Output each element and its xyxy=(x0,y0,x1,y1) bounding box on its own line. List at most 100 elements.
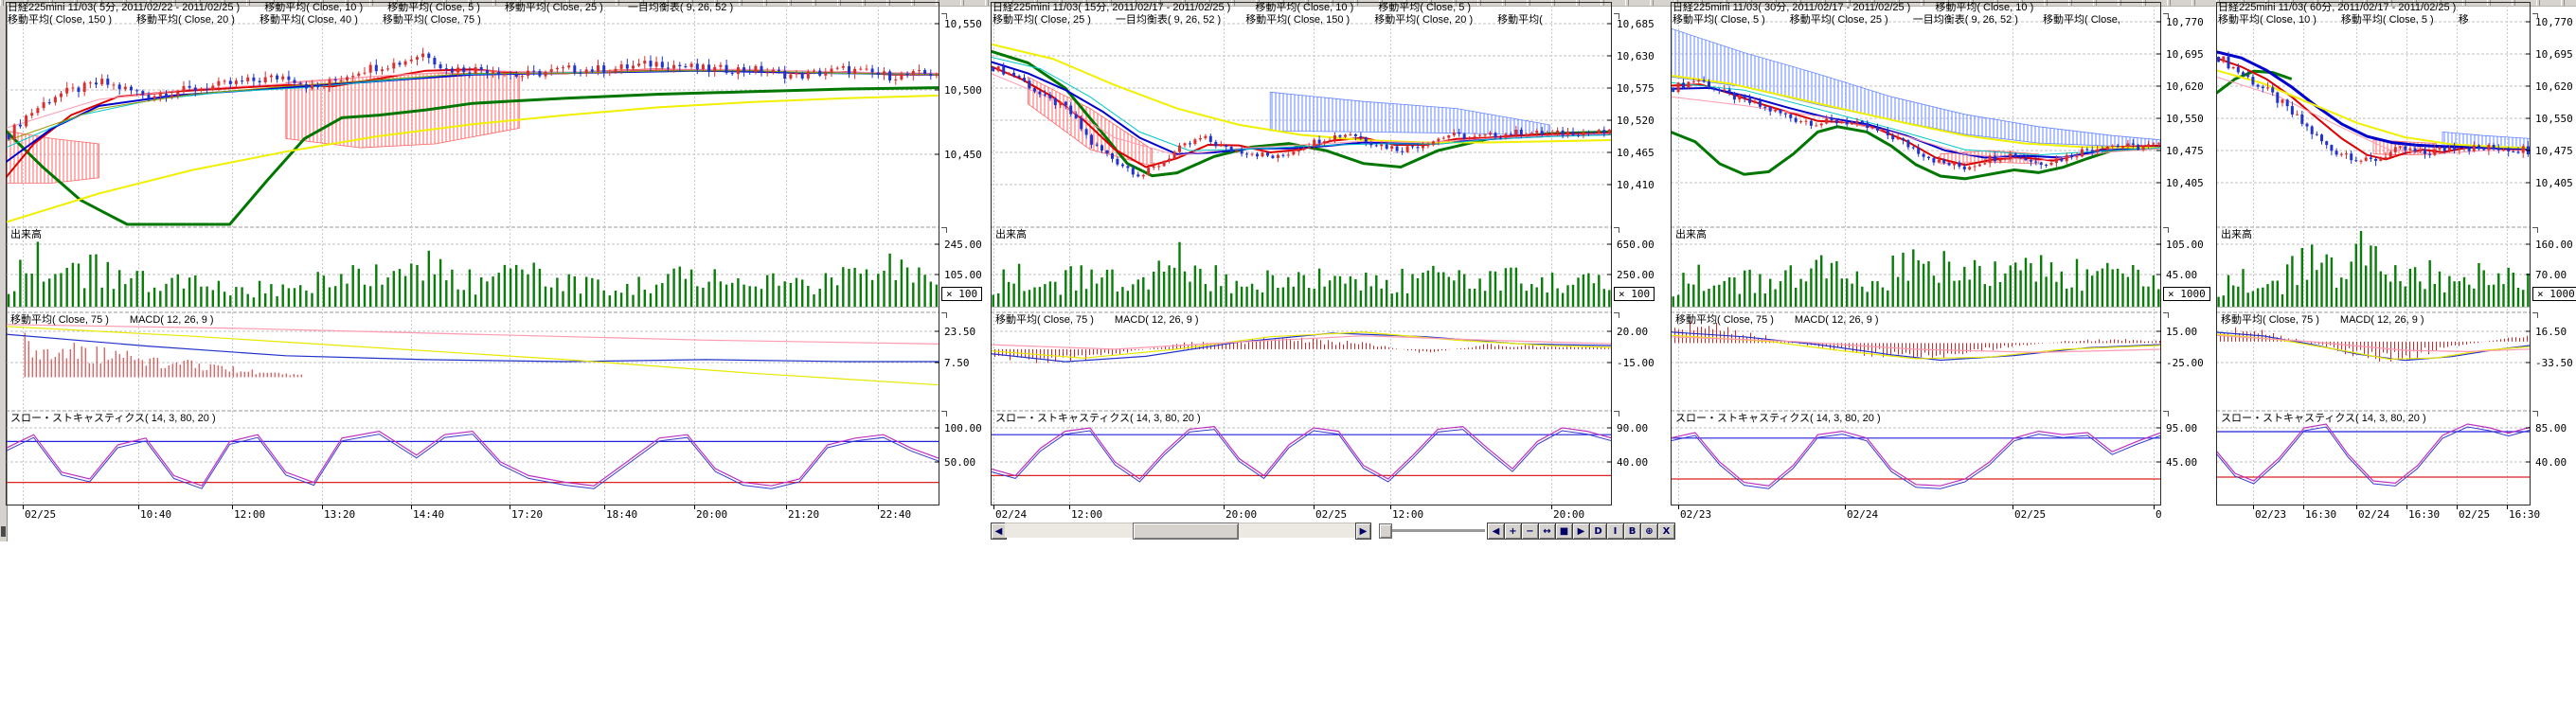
zoom-slider-track[interactable] xyxy=(1381,529,1485,532)
y-axis-label: -15.00 xyxy=(1617,357,1655,369)
scrollbar-right-arrow[interactable]: ▶ xyxy=(1355,523,1371,540)
indicator-legend: 移動平均( Close, 25 ) xyxy=(504,2,603,13)
magnify-button[interactable]: ⊕ xyxy=(1640,523,1658,540)
y-axis-label: 10,770 xyxy=(2535,16,2573,28)
y-axis-label: 7.50 xyxy=(944,357,970,369)
time-axis-label: 02/23 xyxy=(2255,508,2287,521)
y-axis-label: 10,500 xyxy=(944,84,982,97)
time-axis-label: 02/25 xyxy=(2459,508,2491,521)
indicator-legend: 移動平均( Close, 150 ) xyxy=(1245,14,1351,26)
y-axis-label: 650.00 xyxy=(1617,239,1655,251)
zoom-out-button[interactable]: − xyxy=(1521,523,1539,540)
moving-average-line xyxy=(991,65,1612,168)
stochastics-k-line xyxy=(6,430,939,487)
section-corner-mark xyxy=(1614,312,1619,318)
fit-width-button[interactable]: ↔ xyxy=(1538,523,1556,540)
y-axis-label: 10,475 xyxy=(2166,145,2204,157)
indicator-legend: 移動平均( Close, 20 ) xyxy=(136,14,235,26)
close-button[interactable]: X xyxy=(1657,523,1675,540)
y-axis-label: 23.50 xyxy=(944,326,976,338)
indicator-legend: 一目均衡表( 9, 26, 52 ) xyxy=(1912,14,2018,26)
moving-average-line xyxy=(2216,76,2531,155)
macd-params-label: MACD( 12, 26, 9 ) xyxy=(1114,314,1199,326)
time-axis-label: 17:20 xyxy=(511,508,544,521)
time-axis-label: 10:40 xyxy=(140,508,172,521)
stochastics-k-line xyxy=(2216,423,2531,485)
time-axis-label: 12:00 xyxy=(1392,508,1424,521)
moving-average-line xyxy=(1671,74,2161,150)
info-button[interactable]: I xyxy=(1606,523,1624,540)
y-axis-label: 250.00 xyxy=(1617,269,1655,281)
play-button[interactable]: ▶ xyxy=(1572,523,1590,540)
indicator-legend: 移動平均( Close, 10 ) xyxy=(264,2,364,13)
data-button[interactable]: D xyxy=(1589,523,1607,540)
panel-header-line2: 移動平均( Close, 150 ) 移動平均( Close, 20 ) 移動平均(… xyxy=(8,14,985,26)
indicator-legend: 移動平均( Close, 150 ) xyxy=(8,14,113,26)
volume-bars xyxy=(7,241,939,307)
volume-section-label: 出来高 xyxy=(10,229,42,240)
panel-header-line2: 移動平均( Close, 10 ) 移動平均( Close, 5 ) 移 xyxy=(2218,14,2574,26)
y-axis-label: 40.00 xyxy=(1617,456,1649,469)
indicator-legend: 移動平均( Close, 5 ) xyxy=(2340,14,2434,26)
moving-average-line xyxy=(6,69,939,164)
chart-canvas-panel-5min[interactable] xyxy=(6,0,939,511)
volume-multiplier-box: × 1000 xyxy=(2532,287,2576,301)
section-corner-mark xyxy=(941,13,947,19)
panel-header-line2: 移動平均( Close, 5 ) 移動平均( Close, 25 ) 一目均衡表( … xyxy=(1673,14,2210,26)
time-axis-label: 20:00 xyxy=(1553,508,1585,521)
y-axis-label: 90.00 xyxy=(1617,422,1649,434)
time-axis-label: 22:40 xyxy=(880,508,912,521)
time-axis-label: 12:00 xyxy=(234,508,266,521)
chart-canvas-panel-30min[interactable] xyxy=(1671,0,2161,511)
y-axis-label: 20.00 xyxy=(1617,326,1649,338)
moving-average-line xyxy=(991,56,1612,151)
y-axis-label: 16.50 xyxy=(2535,326,2567,338)
y-axis-label: 10,575 xyxy=(1617,82,1655,95)
y-axis-label: 85.00 xyxy=(2535,422,2567,434)
stop-button[interactable]: ■ xyxy=(1555,523,1573,540)
candlesticks xyxy=(1672,76,2160,172)
y-axis-label: 10,770 xyxy=(2166,16,2204,28)
y-axis-label: 100.00 xyxy=(944,422,982,434)
panel-15min: 日経225mini 11/03( 15分, 2011/02/17 - 2011/… xyxy=(991,0,1665,544)
window-left-scrollbar[interactable] xyxy=(0,6,8,541)
section-corner-mark xyxy=(2532,227,2538,233)
moving-average-line xyxy=(2216,50,2531,151)
panel-header-line2: 移動平均( Close, 25 ) 一目均衡表( 9, 26, 52 ) 移動平均(… xyxy=(993,14,1663,26)
volume-multiplier-box: × 100 xyxy=(941,287,983,301)
indicator-legend: 移動平均( xyxy=(1497,14,1543,26)
moving-average-line xyxy=(1671,81,2161,156)
time-axis-label: 02/25 xyxy=(25,508,57,521)
section-corner-mark xyxy=(2163,13,2169,19)
macd-line xyxy=(991,331,1612,359)
moving-average-line xyxy=(991,43,1612,144)
macd-ma-label: 移動平均( Close, 75 ) xyxy=(2221,314,2319,326)
indicator-legend: 移動平均( Close, 10 ) xyxy=(2218,14,2317,26)
macd-line xyxy=(1671,336,2161,353)
y-axis-label: 105.00 xyxy=(944,269,982,281)
time-axis-label: 02/23 xyxy=(1680,508,1712,521)
macd-line xyxy=(6,324,939,345)
y-axis-label: 50.00 xyxy=(944,456,976,469)
zoom-slider-thumb[interactable] xyxy=(1379,523,1392,539)
macd-line xyxy=(6,333,939,363)
bar-button[interactable]: B xyxy=(1623,523,1641,540)
chart-canvas-panel-15min[interactable] xyxy=(991,0,1612,511)
indicator-legend: 移動平均( Close, 75 ) xyxy=(382,14,481,26)
volume-multiplier-box: × 1000 xyxy=(2163,287,2210,301)
volume-bars xyxy=(992,241,1611,307)
time-axis-label: 16:30 xyxy=(2305,508,2337,521)
panel-title: 日経225mini 11/03( 30分, 2011/02/17 - 2011/… xyxy=(1673,2,1911,13)
scrollbar-nub[interactable] xyxy=(1,526,6,537)
scrollbar-thumb[interactable] xyxy=(1133,523,1239,540)
indicator-legend: 移動平均( Close, 10 ) xyxy=(1255,2,1354,13)
y-axis-label: 10,685 xyxy=(1617,18,1655,30)
time-axis-label: 0 xyxy=(2156,508,2162,521)
zoom-in-button[interactable]: + xyxy=(1504,523,1522,540)
moving-average-line xyxy=(991,49,1612,178)
y-axis-label: -33.50 xyxy=(2535,357,2573,369)
macd-ma-label: 移動平均( Close, 75 ) xyxy=(10,314,109,326)
moving-average-line xyxy=(1671,96,2161,162)
chart-canvas-panel-60min[interactable] xyxy=(2216,0,2531,511)
jump-start-button[interactable]: ◀ xyxy=(1487,523,1505,540)
